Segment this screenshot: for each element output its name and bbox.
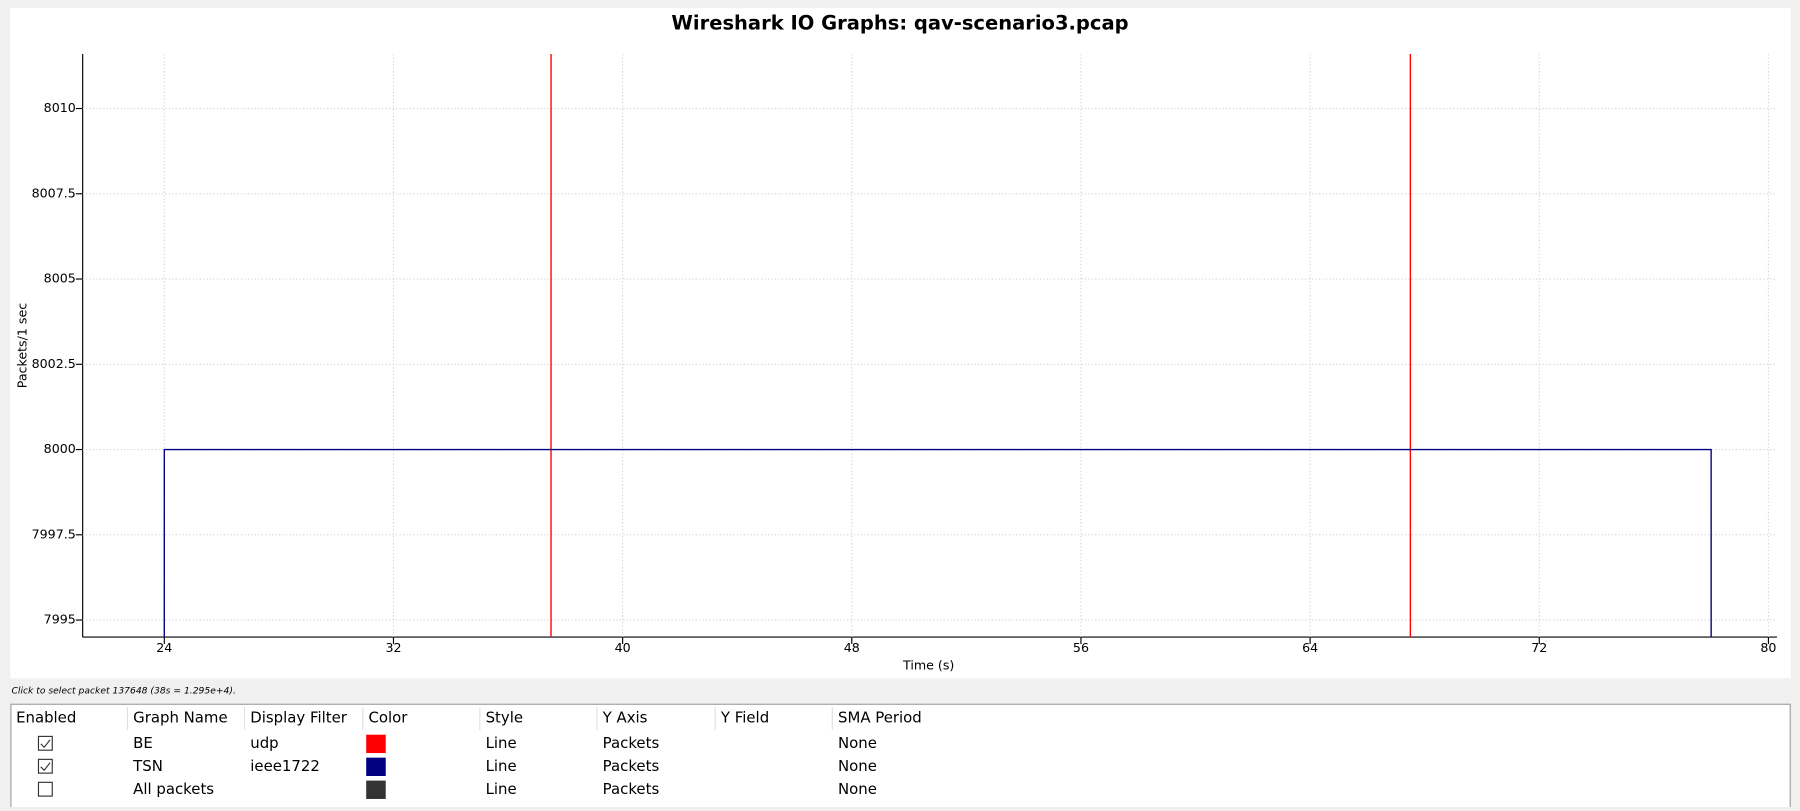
x-tick-label: 80 — [1760, 640, 1776, 655]
x-tick-label: 40 — [615, 640, 631, 655]
y-axis: Packets — [603, 780, 660, 798]
y-tick-label: 8007.5 — [32, 185, 76, 200]
color-swatch[interactable] — [366, 780, 386, 799]
graph-name: All packets — [133, 780, 214, 798]
style: Line — [486, 757, 517, 775]
graph-name: BE — [133, 734, 153, 752]
x-axis-label: Time (s) — [902, 657, 954, 672]
y-tick-label: 8000 — [44, 441, 76, 456]
x-tick-label: 72 — [1531, 640, 1547, 655]
x-tick-label: 64 — [1302, 640, 1318, 655]
y-tick-label: 7997.5 — [32, 526, 76, 541]
column-header: Color — [369, 709, 409, 727]
display-filter: ieee1722 — [250, 757, 320, 775]
sma-period: None — [838, 734, 877, 752]
y-tick-label: 7995 — [44, 612, 76, 627]
status-text: Click to select packet 137648 (38s = 1.2… — [11, 686, 235, 697]
column-header: Graph Name — [133, 709, 227, 727]
y-axis: Packets — [603, 757, 660, 775]
checkmark — [40, 762, 51, 772]
checkbox[interactable] — [37, 758, 53, 774]
style: Line — [486, 734, 517, 752]
y-axis: Packets — [603, 734, 660, 752]
sma-period: None — [838, 780, 877, 798]
column-header: SMA Period — [838, 709, 922, 727]
graph-table — [10, 703, 1791, 811]
color-swatch[interactable] — [366, 734, 386, 754]
column-header: Style — [486, 709, 523, 727]
y-tick-label: 8010 — [44, 100, 76, 115]
column-header: Y Field — [720, 709, 769, 727]
y-tick-label: 8002.5 — [32, 356, 76, 371]
y-tick-label: 8005 — [44, 271, 76, 286]
color-swatch[interactable] — [366, 757, 386, 777]
column-header: Enabled — [16, 709, 76, 727]
chart-panel — [10, 8, 1791, 679]
x-tick-label: 56 — [1073, 640, 1089, 655]
checkbox[interactable] — [37, 781, 53, 797]
checkbox[interactable] — [37, 735, 53, 751]
display-filter: udp — [250, 734, 278, 752]
sma-period: None — [838, 757, 877, 775]
column-header: Y Axis — [602, 709, 648, 727]
chart-title: Wireshark IO Graphs: qav-scenario3.pcap — [671, 12, 1128, 35]
graph-name: TSN — [132, 757, 163, 775]
x-tick-label: 24 — [156, 640, 172, 655]
y-axis-label: Packets/1 sec — [14, 303, 29, 388]
checkmark — [40, 739, 51, 749]
series-line — [163, 448, 1712, 638]
column-header: Display Filter — [250, 709, 347, 727]
style: Line — [486, 780, 517, 798]
x-tick-label: 48 — [844, 640, 860, 655]
x-tick-label: 32 — [385, 640, 401, 655]
